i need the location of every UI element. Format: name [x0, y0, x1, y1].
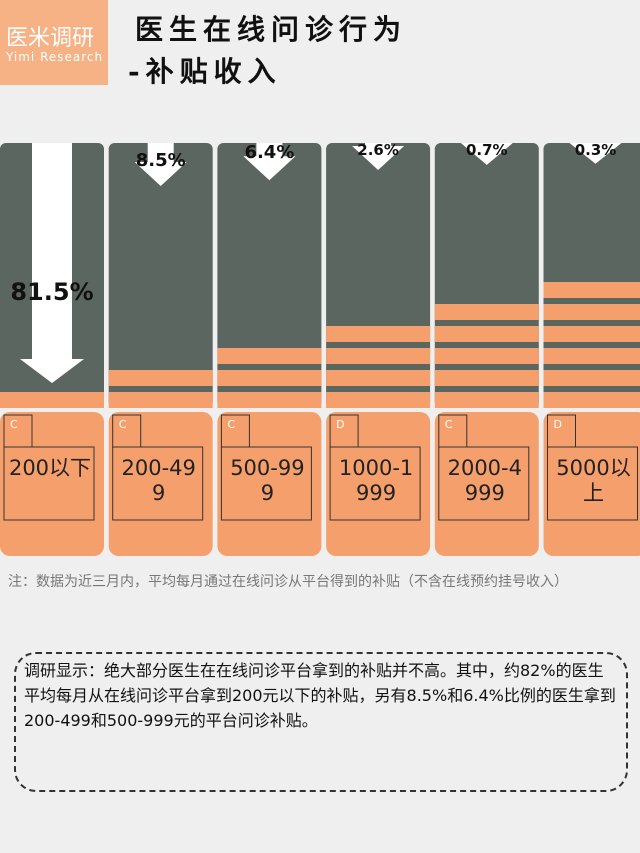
value-label: 0.3% [575, 141, 617, 159]
stripe [543, 392, 640, 408]
stripe [326, 370, 431, 386]
stripe [543, 304, 640, 320]
stripe [217, 370, 322, 386]
stripe [108, 392, 213, 408]
stripe [434, 326, 539, 342]
arrow [569, 143, 622, 164]
stripe [326, 326, 431, 342]
value-label: 2.6% [357, 141, 399, 159]
category-label: 200以下 [8, 456, 92, 480]
stripe [326, 348, 431, 364]
arrow [460, 143, 513, 165]
stripe [434, 370, 539, 386]
tag-frame [112, 446, 204, 521]
column-background [217, 143, 322, 408]
tag: C [119, 418, 127, 431]
tag-frame [3, 446, 95, 521]
column-background [326, 143, 431, 408]
title: 医生在线问诊行为 [135, 13, 408, 46]
category-label: 200-499 [121, 456, 196, 505]
value-label: 81.5% [10, 278, 93, 306]
note: 注：数据为近三月内，平均每月通过在线问诊从平台得到的补贴（不含在线预约挂号收入） [8, 574, 568, 590]
arrow [20, 143, 84, 384]
stripe [0, 392, 104, 408]
arrow [352, 143, 405, 171]
logo-text: 医米调研 [6, 26, 95, 51]
tag: C [227, 418, 235, 431]
stripe [434, 348, 539, 364]
stripe [326, 392, 431, 408]
tag: D [554, 418, 562, 431]
chart: C 81.5% C 8.5% C 6.4% D 2.6% C 0.7% D 0.3% [0, 141, 640, 556]
category-label: 5000以上 [556, 456, 631, 505]
stripe [543, 370, 640, 386]
tag-box [547, 414, 576, 448]
arrow [243, 143, 296, 181]
tag-box [3, 414, 33, 448]
tag-box [438, 414, 468, 448]
category-label: 2000-4999 [447, 456, 522, 505]
value-label: 0.7% [466, 141, 508, 159]
column-background [434, 143, 539, 408]
tag: C [10, 418, 18, 431]
category-label: 1000-1999 [338, 456, 414, 505]
tag-box [220, 414, 250, 448]
tag-box [112, 414, 142, 448]
value-label: 6.4% [244, 142, 294, 163]
column-background [543, 143, 640, 408]
tag-frame [438, 446, 530, 521]
arrow [134, 143, 187, 186]
logo [0, 0, 108, 85]
stripe [543, 348, 640, 364]
stripe [217, 348, 322, 364]
subtitle: -补贴收入 [128, 55, 282, 88]
stripe [543, 282, 640, 298]
tag: C [445, 418, 453, 431]
tag-frame [547, 446, 638, 521]
stripe [434, 392, 539, 408]
tag-frame [220, 446, 312, 521]
value-label: 8.5% [136, 150, 186, 171]
tag: D [336, 418, 344, 431]
tag-frame [329, 446, 421, 521]
category-label: 500-999 [230, 456, 305, 505]
stripe [217, 392, 322, 408]
stripe [434, 304, 539, 320]
column-background [108, 143, 213, 408]
stripe [108, 370, 213, 386]
tag-box [329, 414, 359, 448]
stripe [543, 326, 640, 342]
summary-box: 调研显示：绝大部分医生在在线问诊平台拿到的补贴并不高。其中，约82%的医生平均每… [14, 652, 628, 792]
card [0, 412, 104, 556]
summary: 调研显示：绝大部分医生在在线问诊平台拿到的补贴并不高。其中，约82%的医生平均每… [24, 661, 616, 730]
logo-subtext: Yimi Research [6, 50, 104, 64]
